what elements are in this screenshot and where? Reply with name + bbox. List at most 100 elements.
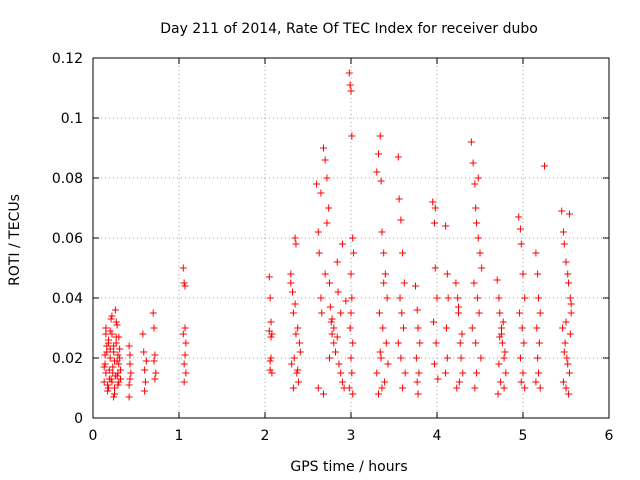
data-point (382, 339, 390, 347)
x-tick-label: 0 (89, 428, 98, 444)
y-tick-label: 0.02 (52, 351, 83, 367)
data-point (294, 366, 302, 374)
data-point (468, 324, 476, 332)
data-point (125, 342, 133, 350)
data-point (563, 354, 571, 362)
data-point (455, 378, 463, 386)
data-point (289, 384, 297, 392)
data-point (349, 390, 357, 398)
data-point (111, 357, 118, 365)
data-point (114, 351, 122, 359)
data-point (375, 309, 383, 317)
data-point (150, 357, 158, 365)
data-point (141, 378, 149, 386)
data-point (560, 240, 568, 248)
data-point (443, 354, 451, 362)
data-point (111, 384, 118, 392)
data-point (399, 249, 407, 257)
data-point (415, 369, 423, 377)
data-point (348, 132, 356, 140)
data-point (471, 180, 479, 188)
data-point (413, 378, 421, 386)
data-point (377, 354, 385, 362)
data-point (432, 339, 440, 347)
data-point (110, 393, 118, 401)
y-tick-label: 0.08 (52, 171, 83, 187)
data-point (179, 330, 187, 338)
data-point (559, 378, 567, 386)
data-point (111, 390, 118, 398)
data-point (350, 249, 358, 257)
data-point (517, 240, 525, 248)
data-point (394, 339, 402, 347)
y-tick-label: 0.1 (61, 111, 83, 127)
data-point (109, 363, 117, 371)
data-point (117, 375, 125, 383)
data-point (498, 324, 505, 332)
data-point (318, 309, 326, 317)
data-point (565, 369, 573, 377)
data-point (337, 369, 345, 377)
data-point (104, 384, 112, 392)
data-point (536, 309, 544, 317)
data-point (453, 384, 461, 392)
data-point (494, 390, 502, 398)
data-point (347, 309, 355, 317)
data-point (338, 240, 346, 248)
data-point (106, 327, 114, 335)
data-point (106, 345, 114, 353)
data-point (140, 348, 148, 356)
data-point (383, 294, 391, 302)
data-point (456, 339, 464, 347)
data-point (326, 279, 333, 287)
data-point (180, 360, 188, 368)
data-point (106, 354, 114, 362)
data-point (443, 270, 451, 278)
data-point (397, 216, 405, 224)
data-point (378, 384, 386, 392)
data-point (398, 309, 406, 317)
data-points (100, 69, 575, 401)
data-point (412, 282, 419, 290)
data-point (182, 339, 190, 347)
data-point (104, 336, 112, 344)
data-point (181, 282, 189, 290)
data-point (373, 168, 381, 176)
data-point (502, 369, 510, 377)
data-point (429, 198, 437, 206)
data-point (265, 273, 273, 281)
data-point (498, 330, 505, 338)
data-point (559, 228, 567, 236)
data-point (377, 177, 385, 185)
data-point (521, 294, 529, 302)
data-point (394, 153, 402, 161)
data-point (399, 324, 407, 332)
data-point (495, 294, 503, 302)
data-point (380, 249, 388, 257)
data-point (337, 309, 345, 317)
data-point (101, 351, 109, 359)
data-point (567, 300, 575, 308)
data-point (345, 69, 353, 77)
data-point (346, 81, 354, 89)
data-point (319, 390, 327, 398)
data-point (266, 294, 274, 302)
data-point (534, 270, 542, 278)
data-point (412, 354, 420, 362)
data-point (151, 375, 159, 383)
data-point (477, 354, 485, 362)
data-point (373, 369, 381, 377)
data-point (500, 354, 508, 362)
data-point (326, 303, 334, 311)
data-point (296, 348, 304, 356)
data-point (381, 378, 389, 386)
y-tick-labels: 0 0.02 0.04 0.06 0.08 0.1 0.12 (52, 51, 83, 427)
y-tick-label: 0.04 (52, 291, 83, 307)
data-point (379, 324, 387, 332)
data-point (431, 204, 439, 212)
data-point (349, 339, 357, 347)
data-point (396, 294, 404, 302)
data-point (108, 378, 116, 386)
data-point (180, 378, 188, 386)
